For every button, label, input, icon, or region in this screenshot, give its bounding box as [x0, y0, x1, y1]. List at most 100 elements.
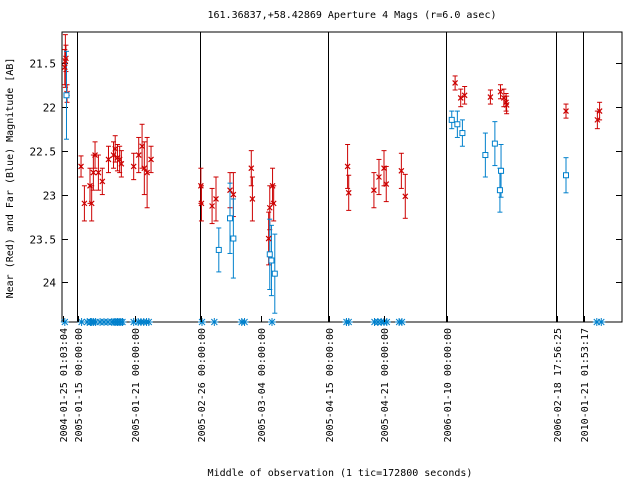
data-point — [62, 55, 69, 62]
data-point — [230, 235, 237, 242]
chart-title: 161.36837,+58.42869 Aperture 4 Mags (r=6… — [208, 10, 497, 21]
marker-stroke — [269, 182, 276, 189]
marker-stroke — [213, 196, 219, 202]
data-point — [78, 163, 84, 170]
data-point — [266, 251, 273, 258]
marker-stroke — [270, 200, 277, 207]
x-tick-label: 2005-02-26 00:00:00 — [197, 328, 208, 442]
data-point — [457, 94, 464, 101]
data-point — [596, 108, 603, 115]
marker-stroke — [227, 187, 233, 194]
marker-stroke — [594, 116, 601, 123]
observation-mark — [344, 318, 353, 326]
segment-separators — [77, 32, 584, 322]
y-axis-title: Near (Red) and Far (Blue) Magnitude [AB] — [5, 58, 16, 299]
data-point — [95, 169, 102, 176]
data-point — [265, 235, 272, 242]
y-tick-label: 23.5 — [30, 234, 57, 247]
marker-stroke — [457, 94, 464, 101]
data-point — [383, 181, 390, 187]
mark-stroke — [241, 318, 248, 326]
data-point — [345, 189, 352, 196]
data-point — [81, 200, 88, 207]
marker-stroke — [118, 160, 125, 167]
x-tick-label: 2006-02-18 17:56:25 — [553, 328, 564, 442]
marker-stroke — [249, 196, 256, 202]
marker-stroke — [345, 189, 352, 196]
data-point — [116, 156, 123, 163]
data-point — [87, 182, 93, 189]
marker-stroke — [500, 94, 507, 101]
data-point — [454, 121, 461, 128]
marker-stroke — [135, 152, 142, 158]
observation-mark — [210, 318, 219, 326]
error-bars — [62, 34, 603, 314]
marker-stroke — [116, 156, 123, 163]
marker-stroke — [503, 102, 510, 108]
data-point — [271, 270, 278, 277]
mark-stroke — [145, 318, 153, 326]
data-point — [497, 88, 504, 95]
mark-stroke — [597, 318, 605, 326]
marker-stroke — [376, 174, 382, 180]
mark-stroke — [268, 318, 276, 326]
data-point — [381, 165, 387, 172]
data-point — [563, 108, 569, 115]
marker-stroke — [383, 181, 390, 187]
data-point — [144, 169, 151, 176]
marker-stroke — [62, 55, 69, 62]
marker-stroke — [265, 235, 272, 242]
data-point — [269, 182, 276, 189]
marker-stroke — [99, 178, 106, 185]
marker-stroke — [398, 167, 405, 174]
data-point — [563, 172, 569, 179]
data-point — [448, 116, 455, 123]
marker-stroke — [105, 156, 112, 163]
data-point — [90, 169, 97, 176]
marker-stroke — [503, 99, 510, 106]
marker-stroke — [596, 108, 603, 115]
data-point — [227, 187, 233, 194]
marker-stroke — [139, 143, 146, 150]
data-point — [270, 200, 277, 207]
marker-stroke — [381, 165, 387, 172]
data-point — [130, 163, 137, 170]
marker-stroke — [230, 191, 237, 198]
marker-stroke — [61, 64, 68, 71]
marker-stroke — [452, 80, 459, 86]
marker-stroke — [487, 94, 494, 100]
marker-stroke — [461, 92, 468, 99]
x-tick-label: 2005-04-21 00:00:00 — [380, 328, 391, 442]
mark-stroke — [61, 318, 69, 326]
data-point — [496, 187, 503, 194]
data-point — [248, 165, 255, 172]
observation-mark — [240, 318, 249, 326]
x-axis-labels: 2004-01-25 01:03:04 2005-01-15 00:00:00 20… — [59, 316, 591, 442]
y-tick-label: 22.5 — [30, 146, 57, 159]
x-tick-label: 2005-03-04 00:00:00 — [257, 328, 268, 442]
x-tick-label: 2005-01-21 00:00:00 — [131, 328, 142, 442]
data-point — [452, 80, 459, 86]
data-point — [487, 94, 494, 100]
plot-frame — [61, 31, 623, 323]
data-point — [141, 165, 148, 172]
data-point — [88, 200, 95, 207]
marker-stroke — [112, 145, 119, 152]
data-point — [482, 152, 489, 159]
plot-border — [61, 31, 623, 323]
data-point — [344, 163, 351, 170]
data-point — [197, 182, 204, 189]
marker-stroke — [563, 108, 569, 115]
y-tick-label: 23 — [43, 190, 56, 203]
marker-stroke — [370, 187, 377, 194]
marker-stroke — [144, 169, 151, 176]
data-point — [110, 152, 117, 158]
data-point — [99, 178, 106, 185]
y-tick-label: 21.5 — [30, 58, 57, 71]
data-point — [215, 246, 222, 253]
data-point — [61, 64, 68, 71]
x-tick-label: 2005-04-15 00:00:00 — [325, 328, 336, 442]
data-point — [249, 196, 256, 202]
marker-stroke — [209, 203, 216, 209]
x-tick-label: 2004-01-25 01:03:04 — [59, 328, 70, 442]
